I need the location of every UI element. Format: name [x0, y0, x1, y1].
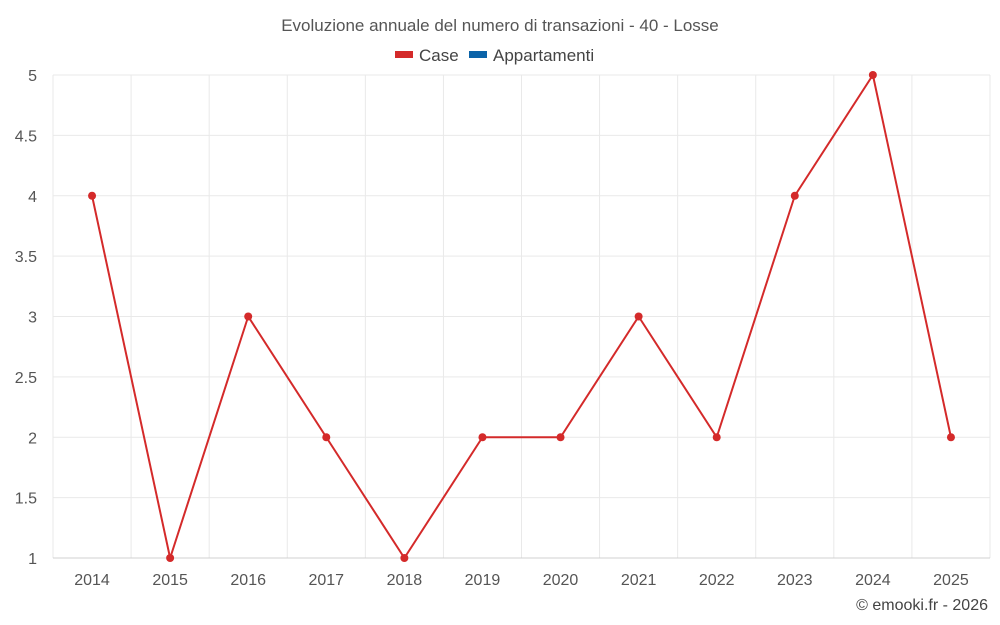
y-tick-label: 3.5: [15, 249, 37, 266]
y-tick-label: 2.5: [15, 370, 37, 387]
data-point[interactable]: [166, 554, 175, 562]
x-tick-label: 2021: [621, 572, 657, 589]
chart-title: Evoluzione annuale del numero di transaz…: [281, 16, 719, 35]
legend-label-case: Case: [419, 46, 459, 65]
x-tick-label: 2014: [74, 572, 110, 589]
x-tick-label: 2018: [387, 572, 423, 589]
axes: 1 1.5 2 2.5 3 3.5 4 4.5 5 2014 2015 2016 2017 2018 201…: [15, 68, 990, 589]
legend-label-appartamenti: Appartamenti: [493, 46, 594, 65]
x-tick-label: 2015: [152, 572, 188, 589]
x-tick-label: 2025: [933, 572, 969, 589]
legend-swatch-case: [395, 51, 413, 58]
data-point[interactable]: [322, 433, 331, 442]
series: [88, 71, 955, 562]
credit-text: © emooki.fr - 2026: [856, 597, 988, 614]
data-point[interactable]: [88, 191, 97, 200]
data-point[interactable]: [478, 433, 487, 442]
series-line-case: [91, 74, 952, 559]
x-tick-label: 2016: [230, 572, 266, 589]
legend-item-case[interactable]: Case: [395, 46, 459, 65]
y-tick-label: 2: [28, 430, 37, 447]
x-tick-label: 2020: [543, 572, 579, 589]
y-tick-label: 4.5: [15, 128, 37, 145]
data-point[interactable]: [556, 433, 565, 442]
data-point[interactable]: [244, 312, 253, 321]
data-point[interactable]: [790, 191, 799, 200]
legend-swatch-appartamenti: [469, 51, 487, 58]
y-tick-label: 4: [28, 189, 37, 206]
y-tick-label: 5: [28, 68, 37, 85]
y-tick-label: 3: [28, 310, 37, 327]
data-point[interactable]: [400, 554, 409, 562]
grid: [52, 74, 991, 559]
x-tick-label: 2022: [699, 572, 735, 589]
x-tick-label: 2023: [777, 572, 813, 589]
data-point[interactable]: [868, 71, 877, 79]
data-point[interactable]: [946, 433, 955, 442]
y-tick-label: 1.5: [15, 491, 37, 508]
x-tick-label: 2019: [465, 572, 501, 589]
x-tick-label: 2017: [308, 572, 344, 589]
legend: Case Appartamenti: [395, 46, 594, 65]
legend-item-appartamenti[interactable]: Appartamenti: [469, 46, 594, 65]
x-tick-label: 2024: [855, 572, 891, 589]
y-tick-label: 1: [28, 551, 37, 568]
data-point[interactable]: [712, 433, 721, 442]
data-point[interactable]: [634, 312, 643, 321]
